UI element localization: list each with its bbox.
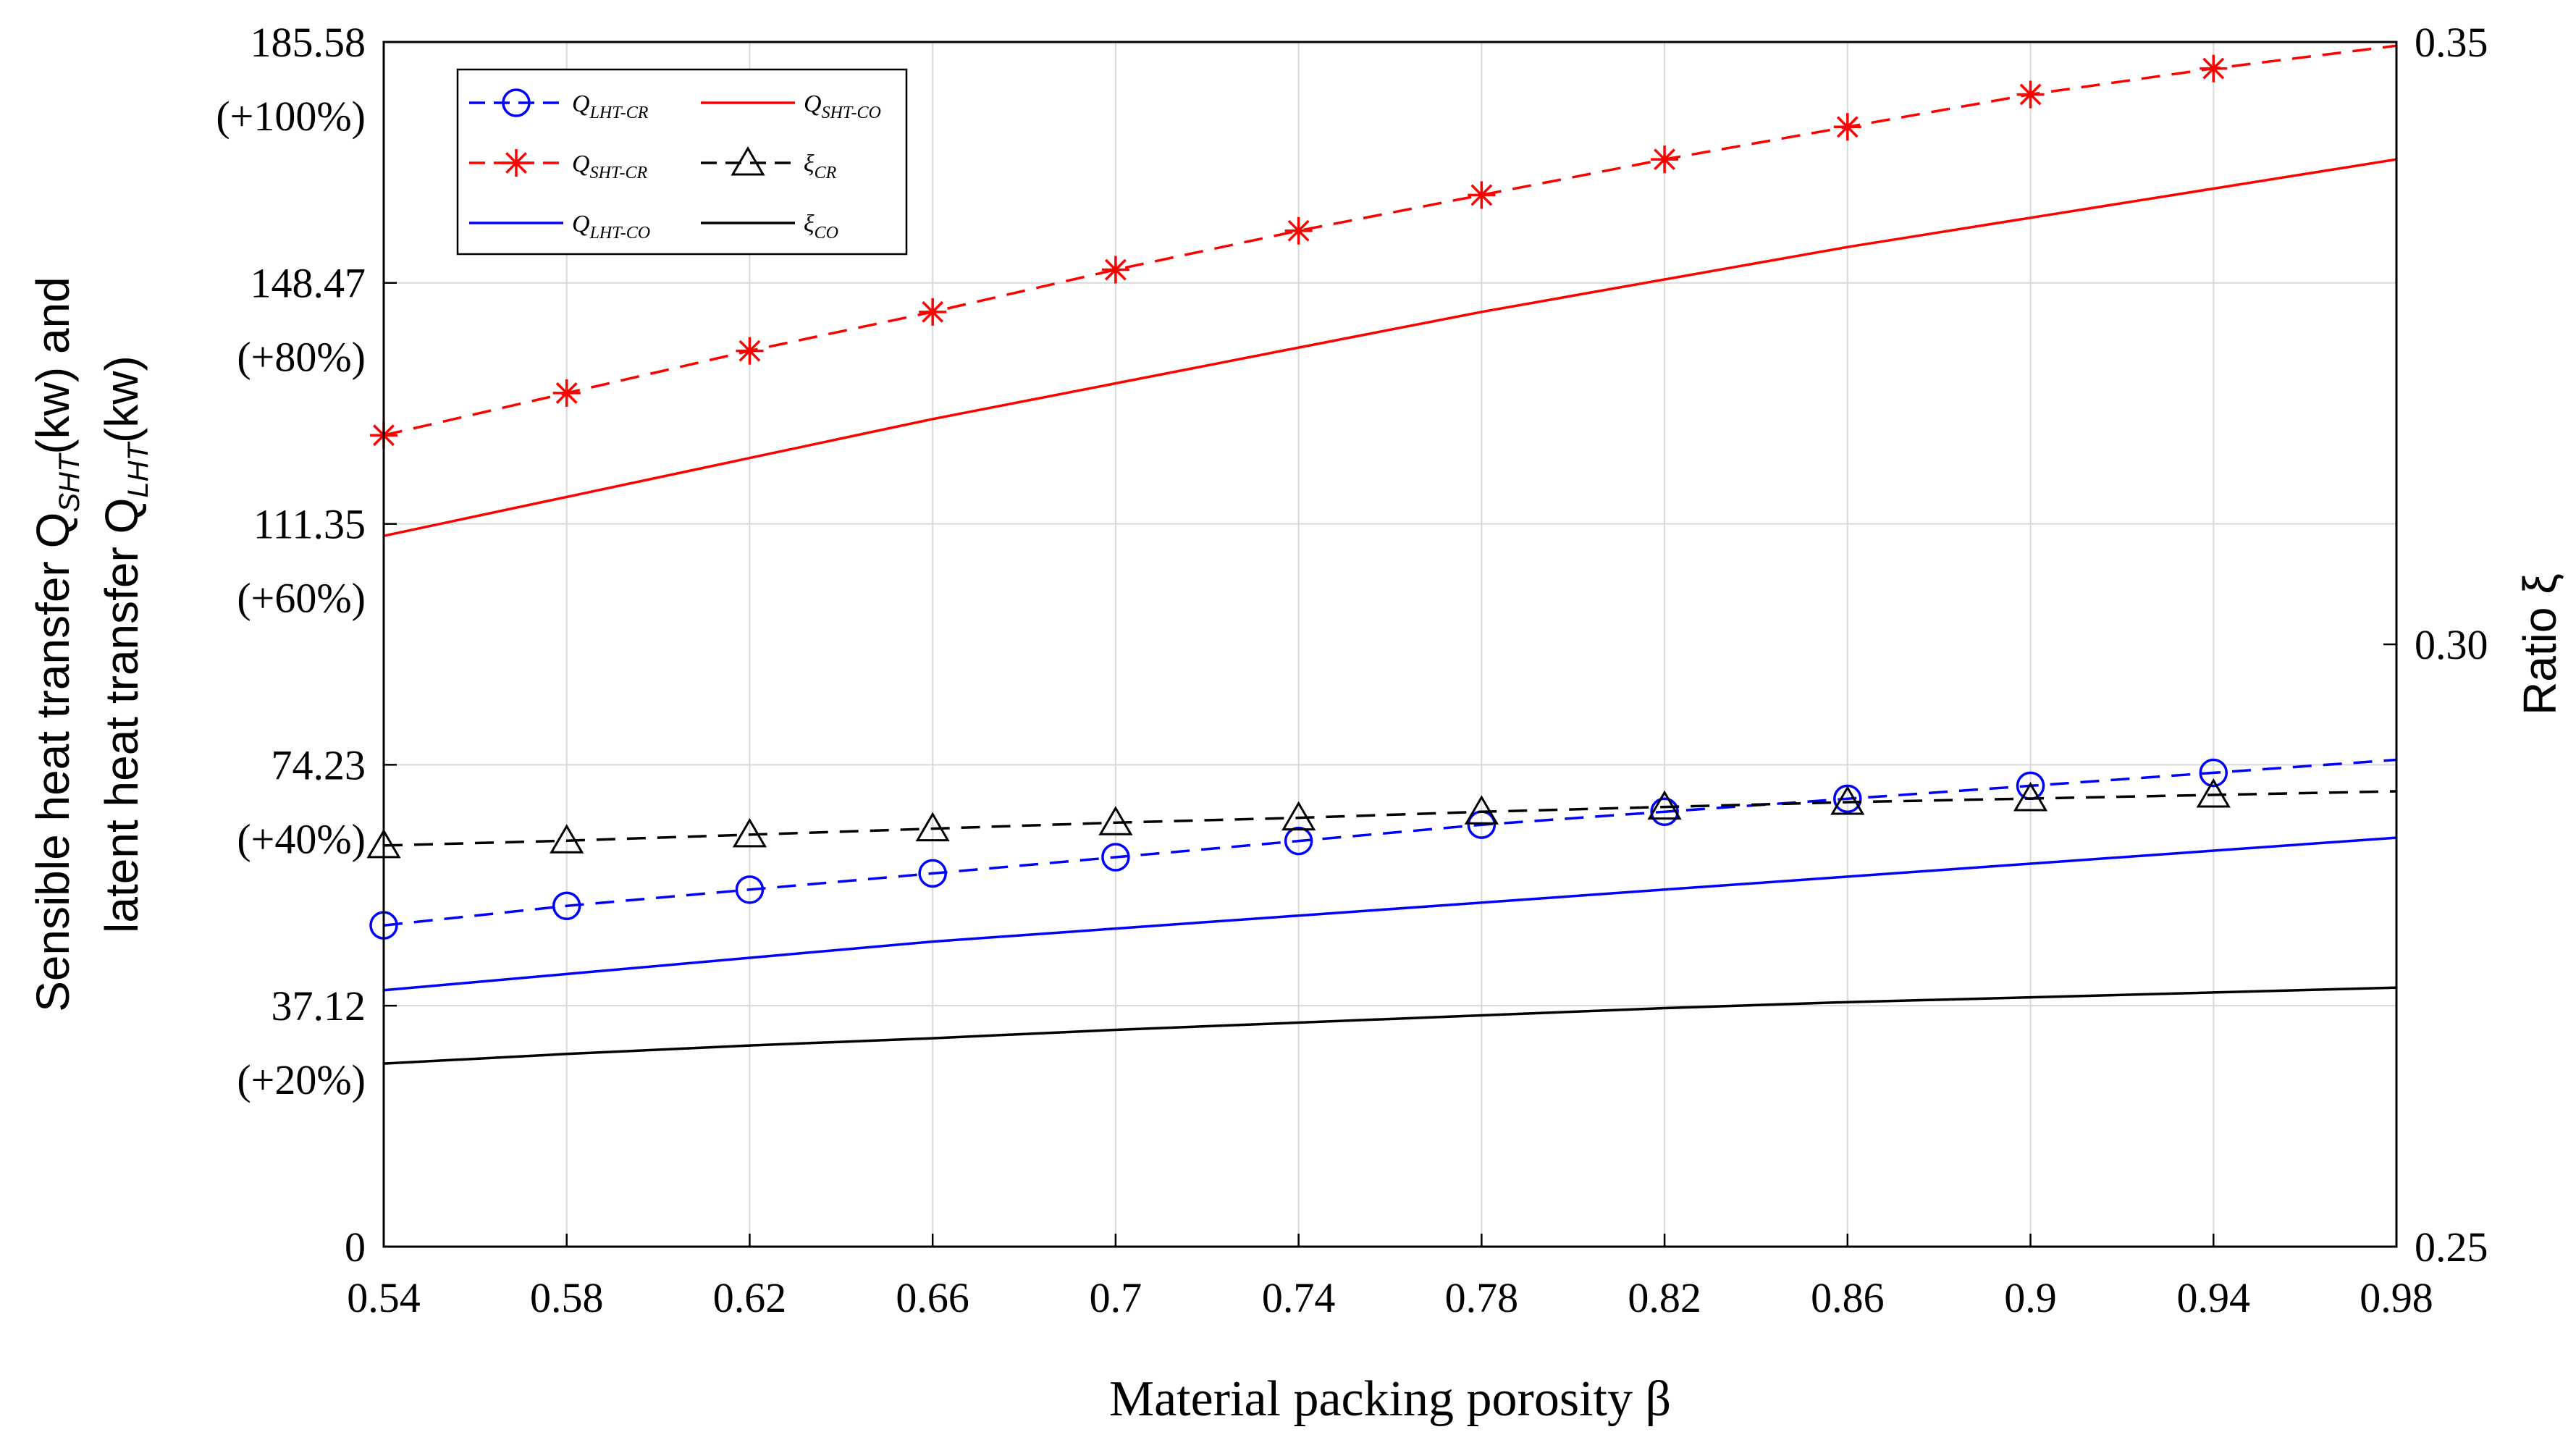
y-left-tick-percent: (+40%) — [237, 815, 366, 862]
x-tick-label: 0.86 — [1811, 1274, 1885, 1321]
y-left-tick-percent: (+100%) — [216, 93, 366, 140]
legend-label-main: Q — [572, 211, 590, 237]
series-line-xi-co — [383, 986, 2397, 1065]
legend-marker-xi-cr — [731, 146, 765, 176]
legend-label-main: Q — [804, 90, 822, 117]
point-q-lht-cr — [552, 891, 581, 921]
point-q-sht-cr — [1101, 256, 1129, 284]
point-xi-cr — [1464, 795, 1499, 825]
series-layer — [366, 44, 2397, 1065]
y-left-tick-label: 74.23 — [272, 741, 366, 788]
point-xi-cr — [550, 824, 584, 854]
x-tick-label: 0.66 — [896, 1274, 969, 1321]
legend-label-q-lht-co: QLHT-CO — [572, 211, 650, 243]
x-tick-label: 0.62 — [713, 1274, 787, 1321]
x-tick-label: 0.9 — [2004, 1274, 2057, 1321]
point-xi-cr — [915, 812, 950, 842]
point-q-sht-cr — [1651, 146, 1679, 174]
point-q-lht-cr — [1650, 797, 1679, 826]
legend-label-sub: SHT-CO — [822, 104, 881, 122]
point-xi-cr — [1281, 801, 1316, 831]
point-q-sht-cr — [2016, 80, 2045, 109]
legend-label-sub: CR — [815, 164, 837, 182]
legend-label-xi-cr: ξCR — [804, 151, 837, 182]
legend-label-main: Q — [572, 151, 590, 177]
series-line-q-lht-cr — [383, 758, 2397, 927]
y-left-title-line1-unit: (kw) and — [27, 277, 79, 454]
y-left-tick-percent: (+20%) — [237, 1056, 366, 1103]
y-right-tick-label: 0.25 — [2415, 1224, 2488, 1271]
series-line-q-lht-co — [383, 836, 2397, 992]
y-left-tick-label: 111.35 — [253, 501, 366, 548]
point-q-sht-cr — [2200, 54, 2228, 83]
point-q-sht-cr — [552, 379, 581, 407]
point-q-lht-cr — [918, 859, 947, 888]
y-right-tick-label: 0.30 — [2415, 621, 2488, 668]
point-q-sht-cr — [1284, 216, 1313, 245]
legend-label-sub: LHT-CR — [589, 104, 649, 122]
point-xi-cr — [1830, 786, 1865, 815]
series-line-xi-cr — [383, 790, 2397, 847]
point-xi-cr — [1647, 790, 1682, 820]
series-line-q-sht-cr — [383, 44, 2397, 437]
legend-label-sub: LHT-CO — [589, 224, 651, 243]
point-q-lht-cr — [1284, 826, 1313, 856]
ticks-layer: 0.54 0.58 0.62 0.66 0.7 0.74 0.78 0.82 0.86 0.9 0.… — [216, 19, 2488, 1321]
point-xi-cr — [2013, 782, 2048, 812]
point-q-sht-cr — [736, 337, 764, 365]
point-xi-cr — [1098, 806, 1133, 835]
y-right-tick-label: 0.35 — [2415, 19, 2488, 66]
legend-label-sub: SHT-CR — [590, 164, 648, 182]
x-tick-label: 0.74 — [1262, 1274, 1336, 1321]
y-left-tick-label: 37.12 — [272, 982, 366, 1029]
y-left-axis-title: Sensible heat transfer QSHT(kw) and late… — [27, 277, 154, 1012]
point-q-lht-cr — [735, 875, 765, 904]
legend-label-main: ξ — [804, 211, 815, 237]
legend-label-q-lht-cr: QLHT-CR — [572, 90, 649, 122]
x-axis-title: Material packing porosity β — [1109, 1371, 1671, 1427]
point-xi-cr — [732, 817, 767, 848]
x-tick-label: 0.58 — [530, 1274, 604, 1321]
y-left-title-line1-text: Sensible heat transfer Q — [27, 513, 79, 1012]
y-left-tick-percent: (+80%) — [237, 334, 366, 381]
y-left-title-line2-sub: LHT — [122, 441, 154, 497]
x-tick-label: 0.94 — [2177, 1274, 2251, 1321]
legend-label-sub: CO — [815, 224, 838, 243]
point-q-lht-cr — [2199, 758, 2228, 788]
point-xi-cr — [2196, 778, 2231, 808]
legend-label-main: ξ — [804, 151, 815, 177]
point-q-sht-cr — [1468, 181, 1496, 209]
y-right-axis-title: Ratio ξ — [2514, 573, 2566, 715]
y-left-tick-percent: (+60%) — [237, 575, 366, 622]
x-tick-label: 0.82 — [1628, 1274, 1701, 1321]
y-left-tick-label: 185.58 — [251, 19, 366, 66]
x-tick-label: 0.54 — [347, 1274, 421, 1321]
legend-label-q-sht-co: QSHT-CO — [804, 90, 881, 122]
y-left-title-line2-unit: (kw) — [96, 355, 148, 443]
y-left-title-line2: latent heat transfer QLHT(kw) — [96, 355, 154, 933]
x-tick-label: 0.7 — [1090, 1274, 1142, 1321]
legend-marker-q-sht-cr — [502, 149, 530, 177]
x-tick-label: 0.78 — [1445, 1274, 1519, 1321]
series-line-q-sht-co — [383, 158, 2397, 537]
point-q-sht-cr — [919, 298, 947, 326]
y-left-title-line1-sub: SHT — [54, 452, 85, 513]
y-left-title-line2-text: latent heat transfer Q — [96, 498, 148, 933]
legend-label-main: Q — [572, 90, 590, 117]
legend-label-xi-co: ξCO — [804, 211, 838, 243]
point-q-lht-cr — [1101, 843, 1130, 872]
y-left-tick-label: 148.47 — [251, 260, 366, 307]
x-tick-label: 0.98 — [2360, 1274, 2433, 1321]
legend-marker-q-lht-cr — [502, 88, 531, 117]
point-q-sht-cr — [1833, 113, 1861, 141]
legend-label-q-sht-cr: QSHT-CR — [572, 151, 647, 182]
y-left-title-line1: Sensible heat transfer QSHT(kw) and — [27, 277, 85, 1012]
y-left-tick-label: 0 — [345, 1224, 366, 1271]
